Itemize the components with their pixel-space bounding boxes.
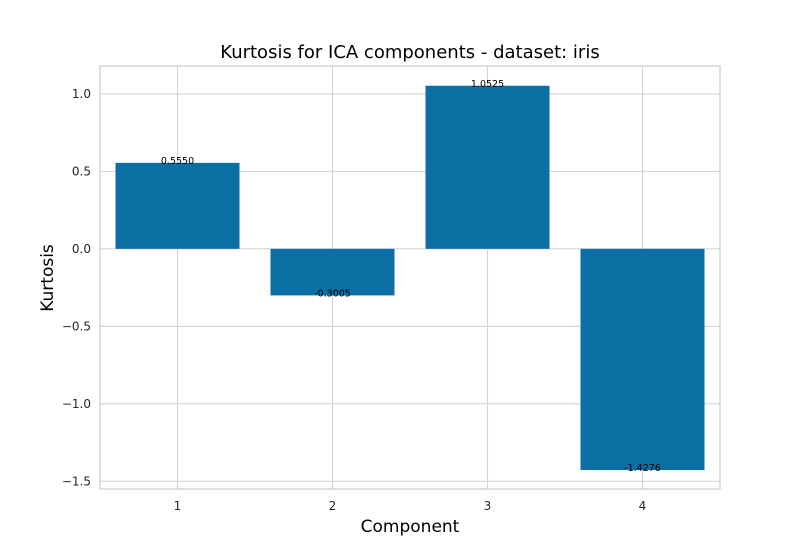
y-tick-labels: 1.0 0.5 0.0 −0.5 −1.0 −1.5 xyxy=(62,87,91,488)
bar-1 xyxy=(115,162,240,249)
bar-layer xyxy=(115,85,705,471)
bar-2 xyxy=(270,248,395,296)
x-tick-label: 1 xyxy=(174,499,182,513)
bar-value-label: 0.5550 xyxy=(161,156,194,167)
bar-value-label: -0.3005 xyxy=(314,288,351,299)
y-tick-label: 0.0 xyxy=(72,242,91,256)
bar-value-label: 1.0525 xyxy=(471,79,504,90)
x-tick-label: 4 xyxy=(639,499,647,513)
plot-frame xyxy=(99,65,721,490)
x-tick-labels: 1 2 3 4 xyxy=(174,499,647,513)
chart-title: Kurtosis for ICA components - dataset: i… xyxy=(220,42,599,63)
y-tick-label: −0.5 xyxy=(62,319,91,333)
bar-value-label: -1.4276 xyxy=(624,463,661,474)
bar-3 xyxy=(425,85,550,249)
bar-4 xyxy=(580,248,705,471)
y-tick-label: 0.5 xyxy=(72,164,91,178)
y-tick-label: −1.5 xyxy=(62,474,91,488)
y-axis-title: Kurtosis xyxy=(38,244,58,312)
x-tick-label: 2 xyxy=(329,499,337,513)
bar-value-labels: 0.5550 -0.3005 1.0525 -1.4276 xyxy=(161,79,661,474)
y-tick-label: −1.0 xyxy=(62,397,91,411)
y-tick-label: 1.0 xyxy=(72,87,91,101)
x-tick-label: 3 xyxy=(484,499,492,513)
x-axis-title: Component xyxy=(361,517,460,537)
